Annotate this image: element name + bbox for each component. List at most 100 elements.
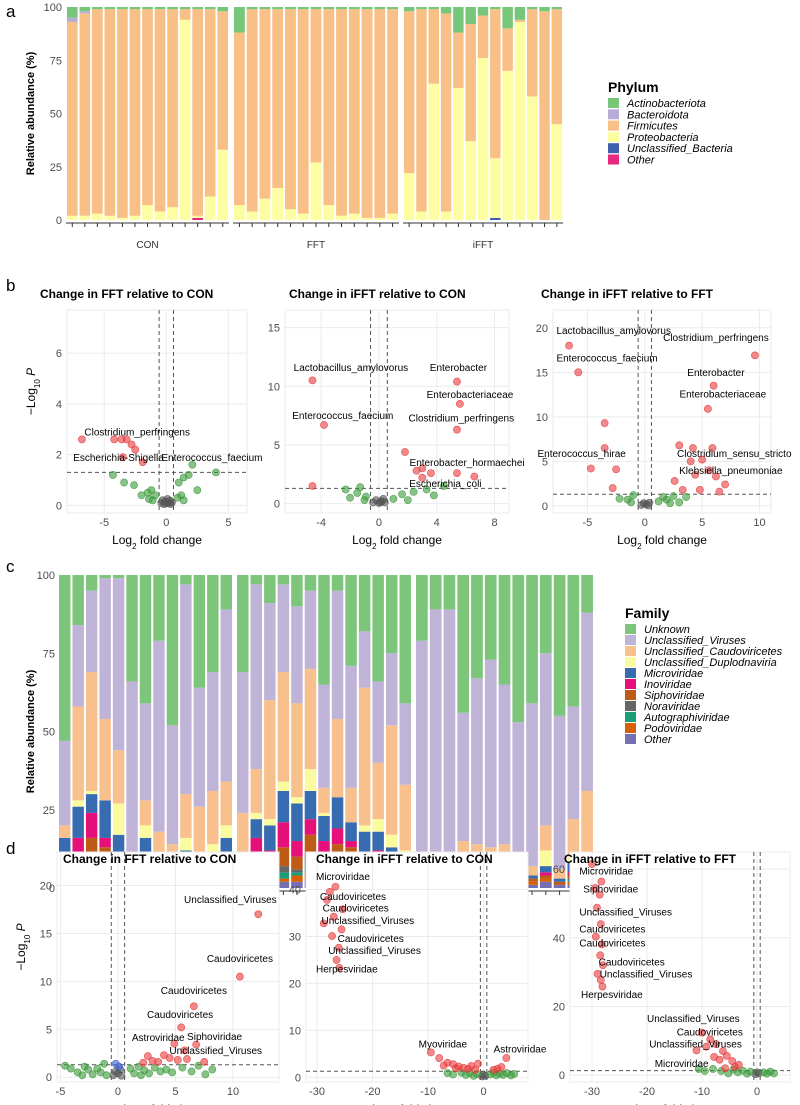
bar-segment: [277, 866, 290, 873]
y-tick-label: 15: [40, 928, 52, 940]
y-tick-label: 50: [50, 109, 62, 121]
y-tick-label: 5: [542, 456, 548, 468]
bar-segment: [112, 750, 125, 804]
bar-segment: [372, 681, 384, 763]
nonsig-point: [102, 1071, 111, 1080]
sig-point: [670, 477, 679, 485]
sig-point: [127, 440, 136, 449]
bar-segment: [399, 784, 411, 851]
bar-segment: [79, 7, 91, 12]
bar-segment: [72, 625, 84, 707]
bar-segment: [358, 825, 371, 832]
nonsig-point: [174, 478, 183, 487]
bar-segment: [527, 9, 538, 97]
nonsig-point: [130, 1069, 138, 1078]
bar-segment: [539, 878, 552, 882]
panel-title: Change in iFFT relative to CON: [316, 852, 493, 866]
sig-point: [715, 487, 724, 496]
nonsig-point: [694, 1065, 703, 1073]
group-label: iFFT: [473, 240, 494, 251]
bar-segment: [318, 841, 330, 857]
bar-segment: [336, 9, 347, 216]
bar-segment: [416, 9, 427, 212]
legend-item: Siphoviridae: [644, 690, 705, 702]
bar-segment: [512, 722, 525, 854]
panel-title: Change in iFFT relative to FFT: [541, 287, 714, 301]
point-label: Enterococcus_faecium: [556, 354, 657, 365]
sig-point: [608, 484, 617, 492]
y-tick-label: 20: [553, 1001, 565, 1013]
y-tick-label: 40: [289, 885, 301, 897]
bar-segment: [272, 9, 284, 189]
bar-segment: [428, 9, 439, 84]
bar-segment: [217, 7, 229, 12]
sig-point: [598, 982, 607, 991]
x-axis-title: Log2 fold change: [635, 1102, 725, 1105]
bar-segment: [59, 575, 71, 741]
bar-segment: [403, 173, 415, 220]
sig-point: [695, 485, 704, 494]
bar-segment: [348, 7, 360, 10]
bar-segment: [291, 575, 303, 607]
bar-segment: [358, 687, 371, 826]
bar-segment: [66, 215, 78, 220]
bar-segment: [331, 590, 344, 719]
sig-point: [706, 1035, 715, 1044]
bar-segment: [277, 575, 290, 585]
bar-segment: [220, 575, 232, 610]
nonsig-point: [201, 1070, 210, 1079]
legend-item: Inoviridae: [644, 679, 692, 691]
bar-segment: [277, 822, 290, 848]
sig-point: [453, 425, 461, 434]
sig-point: [118, 453, 127, 462]
x-tick-label: -5: [99, 517, 109, 529]
point-label: Enterobacter_hormaechei: [410, 458, 525, 469]
nonsig-point: [627, 498, 635, 507]
bar-segment: [291, 803, 303, 842]
x-tick-label: 0: [115, 1086, 121, 1098]
nonsig-point: [188, 460, 197, 469]
bar-segment: [259, 7, 271, 10]
bar-segment: [217, 11, 229, 150]
bar-segment: [514, 19, 526, 22]
bar-segment: [104, 215, 116, 220]
nonsig-point: [130, 481, 138, 489]
legend-swatch: [608, 120, 619, 131]
legend-swatch: [608, 143, 619, 154]
sig-point: [319, 919, 328, 928]
bar-segment: [99, 718, 111, 801]
bar-segment: [526, 881, 538, 885]
bar-segment: [142, 7, 153, 10]
bar-segment: [465, 24, 476, 142]
point-label: Unclassified_Viruses: [579, 908, 672, 919]
x-axis-title: Log2 fold change: [617, 533, 707, 551]
bar-segment: [264, 825, 276, 851]
volcano-ifft-vs-con-bacteria: -4 0 4 8 0 5 10 15 Lactobacillus_amylovorus Enter…: [268, 287, 525, 551]
sig-point: [678, 485, 687, 494]
y-tick-label: 0: [56, 215, 62, 227]
bar-segment: [220, 609, 232, 782]
legend-item: Podoviridae: [644, 723, 702, 735]
nonsig-point: [675, 498, 684, 507]
bar-segment: [416, 640, 428, 885]
bar-segment: [361, 7, 373, 10]
bar-segment: [166, 575, 179, 726]
nonsig-point: [770, 1069, 778, 1078]
bar-segment: [385, 725, 398, 835]
bar-segment: [99, 837, 111, 848]
sig-point: [593, 969, 602, 978]
y-tick-label: 20: [40, 881, 52, 893]
legend-item: Unknown: [644, 624, 690, 636]
bar-segment: [237, 812, 249, 854]
x-tick-label: -30: [584, 1086, 600, 1098]
bar-segment: [237, 575, 249, 673]
y-tick-label: 0: [274, 499, 280, 511]
legend-item: Unclassified_Caudoviricetes: [644, 646, 783, 658]
bar-segment: [539, 850, 552, 867]
bar-segment: [277, 881, 290, 888]
bar-segment: [129, 7, 141, 10]
bar-segment: [374, 7, 386, 10]
bar-segment: [399, 703, 411, 785]
bar-segment: [498, 684, 511, 845]
